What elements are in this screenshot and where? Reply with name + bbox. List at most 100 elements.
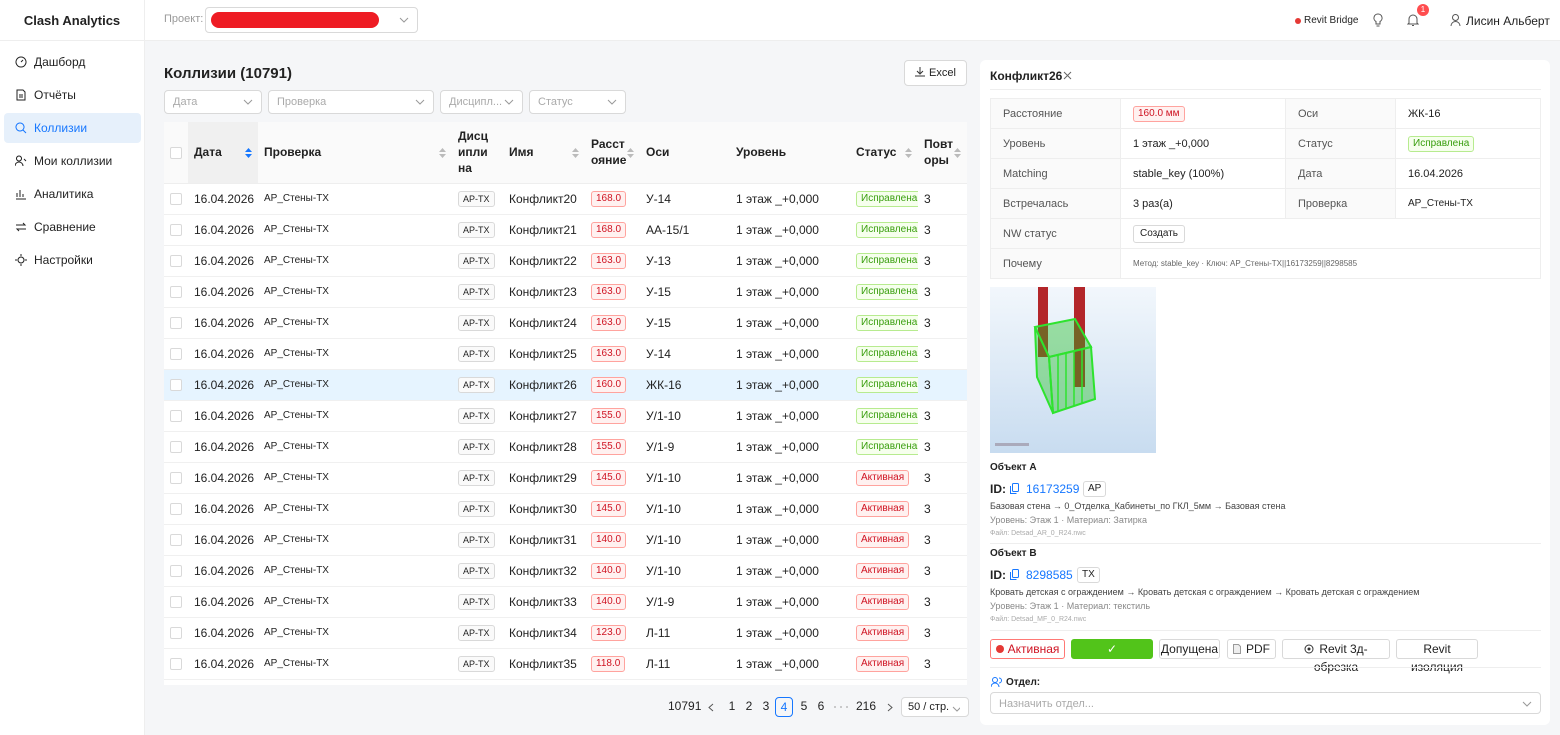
cell-text: 1 этаж _+0,000: [736, 408, 819, 423]
checkbox[interactable]: [170, 503, 182, 516]
table-row[interactable]: 16.04.2026 АР_Стены-ТХ АР-ТХ Конфликт21 168.…: [164, 214, 967, 246]
sort-icon[interactable]: [439, 148, 446, 158]
cell-text: 3: [924, 284, 931, 299]
nav-item[interactable]: Коллизии: [4, 113, 141, 143]
sort-icon[interactable]: [572, 148, 579, 158]
action-button[interactable]: PDF: [1227, 639, 1276, 659]
object-id[interactable]: 8298585: [1026, 568, 1073, 582]
filter-select[interactable]: Проверка: [268, 90, 434, 114]
page-button[interactable]: 1: [728, 699, 736, 713]
table-row[interactable]: 16.04.2026 АР_Стены-ТХ АР-ТХ Конфликт20 168.…: [164, 183, 967, 215]
table-row[interactable]: 16.04.2026 АР_Стены-ТХ АР-ТХ Конфликт33 140.…: [164, 586, 967, 618]
page-button[interactable]: 216: [856, 699, 877, 713]
copy-icon[interactable]: [1010, 569, 1019, 580]
status-tag: Активная: [856, 532, 910, 548]
table-row[interactable]: 16.04.2026 АР_Стены-ТХ АР-ТХ Конфликт35 118.…: [164, 648, 967, 680]
checkbox[interactable]: [170, 627, 182, 640]
checkbox[interactable]: [170, 317, 182, 330]
sort-icon[interactable]: [245, 148, 252, 158]
nav-item[interactable]: Сравнение: [4, 212, 141, 242]
cell: У/1-9: [640, 586, 730, 618]
user-name[interactable]: Лисин Альберт: [1466, 14, 1550, 28]
table-row[interactable]: 16.04.2026 АР_Стены-ТХ АР-ТХ Конфликт28 155.…: [164, 431, 967, 463]
table-row[interactable]: 16.04.2026 АР_Стены-ТХ АР-ТХ Конфликт25 163.…: [164, 338, 967, 370]
checkbox[interactable]: [170, 441, 182, 454]
cell: 1 этаж _+0,000: [730, 369, 850, 401]
cell: АР_Стены-ТХ: [258, 524, 452, 556]
status-tag: Активная: [856, 470, 910, 486]
checkbox[interactable]: [170, 658, 182, 671]
table-row[interactable]: 16.04.2026 АР_Стены-ТХ АР-ТХ Конфликт23 163.…: [164, 276, 967, 308]
filter-select[interactable]: Дата: [164, 90, 262, 114]
filter-select[interactable]: Статус: [529, 90, 626, 114]
checkbox[interactable]: [170, 565, 182, 578]
cell: Конфликт24: [503, 307, 585, 339]
page-size-select[interactable]: 50 / стр.: [901, 697, 969, 717]
action-button[interactable]: Активная: [990, 639, 1065, 659]
cell-text: У-14: [646, 191, 671, 206]
close-icon[interactable]: [1063, 71, 1072, 80]
action-button[interactable]: Допущена: [1159, 639, 1220, 659]
nav-item[interactable]: Мои коллизии: [4, 146, 141, 176]
prev-page[interactable]: [708, 703, 714, 712]
object-id[interactable]: 16173259: [1026, 482, 1080, 496]
field-value: АР_Стены-ТХ: [1395, 188, 1541, 219]
page-button[interactable]: 4: [775, 697, 793, 717]
next-page[interactable]: [887, 703, 893, 712]
page-button[interactable]: 6: [817, 699, 825, 713]
table-row[interactable]: 16.04.2026 АР_Стены-ТХ АР-ТХ Конфликт34 123.…: [164, 617, 967, 649]
table-row[interactable]: 16.04.2026 АР_Стены-ТХ АР-ТХ Конфликт27 155.…: [164, 400, 967, 432]
bell-icon[interactable]: [1407, 13, 1419, 27]
filter-select[interactable]: Дисципл...: [440, 90, 523, 114]
table-row[interactable]: 16.04.2026 АР_Стены-ТХ АР-ТХ Конфликт26 160.…: [164, 369, 967, 401]
nav-item[interactable]: Отчёты: [4, 80, 141, 110]
sort-icon[interactable]: [954, 148, 961, 158]
nav-item[interactable]: Дашборд: [4, 47, 141, 77]
checkbox[interactable]: [170, 224, 182, 237]
sort-icon[interactable]: [905, 148, 912, 158]
action-button[interactable]: ✓ Исправлена: [1071, 639, 1153, 674]
checkbox[interactable]: [170, 596, 182, 609]
checkbox[interactable]: [170, 286, 182, 299]
cell: 16.04.2026: [188, 276, 258, 308]
checkbox[interactable]: [170, 255, 182, 268]
table-row[interactable]: 16.04.2026 АР_Стены-ТХ АР-ТХ Конфликт22 163.…: [164, 245, 967, 277]
sort-icon[interactable]: [627, 148, 634, 158]
discipline-tag: АР-ТХ: [458, 500, 495, 517]
grid-row: Встречалась 3 раз(а) Проверка АР_Стены-ТХ: [990, 188, 1541, 219]
table-row[interactable]: 16.04.2026 АР_Стены-ТХ АР-ТХ Конфликт31 140.…: [164, 524, 967, 556]
cell-text: Конфликт31: [509, 532, 577, 547]
checkbox[interactable]: [170, 379, 182, 392]
checkbox[interactable]: [170, 348, 182, 361]
cell-text: АР_Стены-ТХ: [264, 410, 329, 421]
checkbox[interactable]: [170, 193, 182, 206]
select-cell: [164, 214, 188, 246]
checkbox[interactable]: [170, 472, 182, 485]
bulb-icon[interactable]: [1373, 13, 1383, 27]
table-row[interactable]: 16.04.2026 АР_Стены-ТХ АР-ТХ Конфликт32 140.…: [164, 555, 967, 587]
distance-tag: 140.0: [591, 532, 627, 548]
select-all[interactable]: [164, 122, 188, 184]
create-button[interactable]: Создать: [1133, 224, 1186, 243]
cell-text: 16.04.2026: [194, 408, 255, 423]
department-select[interactable]: Назначить отдел...: [990, 692, 1541, 714]
page-button[interactable]: 2: [745, 699, 753, 713]
nav-item[interactable]: Настройки: [4, 245, 141, 275]
cell-text: 3: [924, 532, 931, 547]
checkbox[interactable]: [170, 534, 182, 547]
table-row[interactable]: 16.04.2026 АР_Стены-ТХ АР-ТХ Конфликт30 145.…: [164, 493, 967, 525]
checkbox[interactable]: [170, 410, 182, 423]
excel-button[interactable]: Excel: [904, 60, 967, 86]
discipline-tag: АР-ТХ: [458, 345, 495, 362]
nav-item[interactable]: Аналитика: [4, 179, 141, 209]
table-row[interactable]: 16.04.2026 АР_Стены-ТХ АР-ТХ Конфликт29 145.…: [164, 462, 967, 494]
brand: Clash Analytics: [0, 0, 145, 41]
copy-icon[interactable]: [1010, 483, 1019, 494]
page-button[interactable]: 5: [800, 699, 808, 713]
action-button[interactable]: Revit изоляция: [1396, 639, 1478, 674]
checkbox[interactable]: [170, 147, 182, 160]
project-select[interactable]: [205, 7, 418, 33]
page-button[interactable]: 3: [762, 699, 770, 713]
table-row[interactable]: 16.04.2026 АР_Стены-ТХ АР-ТХ Конфликт24 163.…: [164, 307, 967, 339]
action-button[interactable]: Revit 3д-обрезка: [1282, 639, 1390, 674]
